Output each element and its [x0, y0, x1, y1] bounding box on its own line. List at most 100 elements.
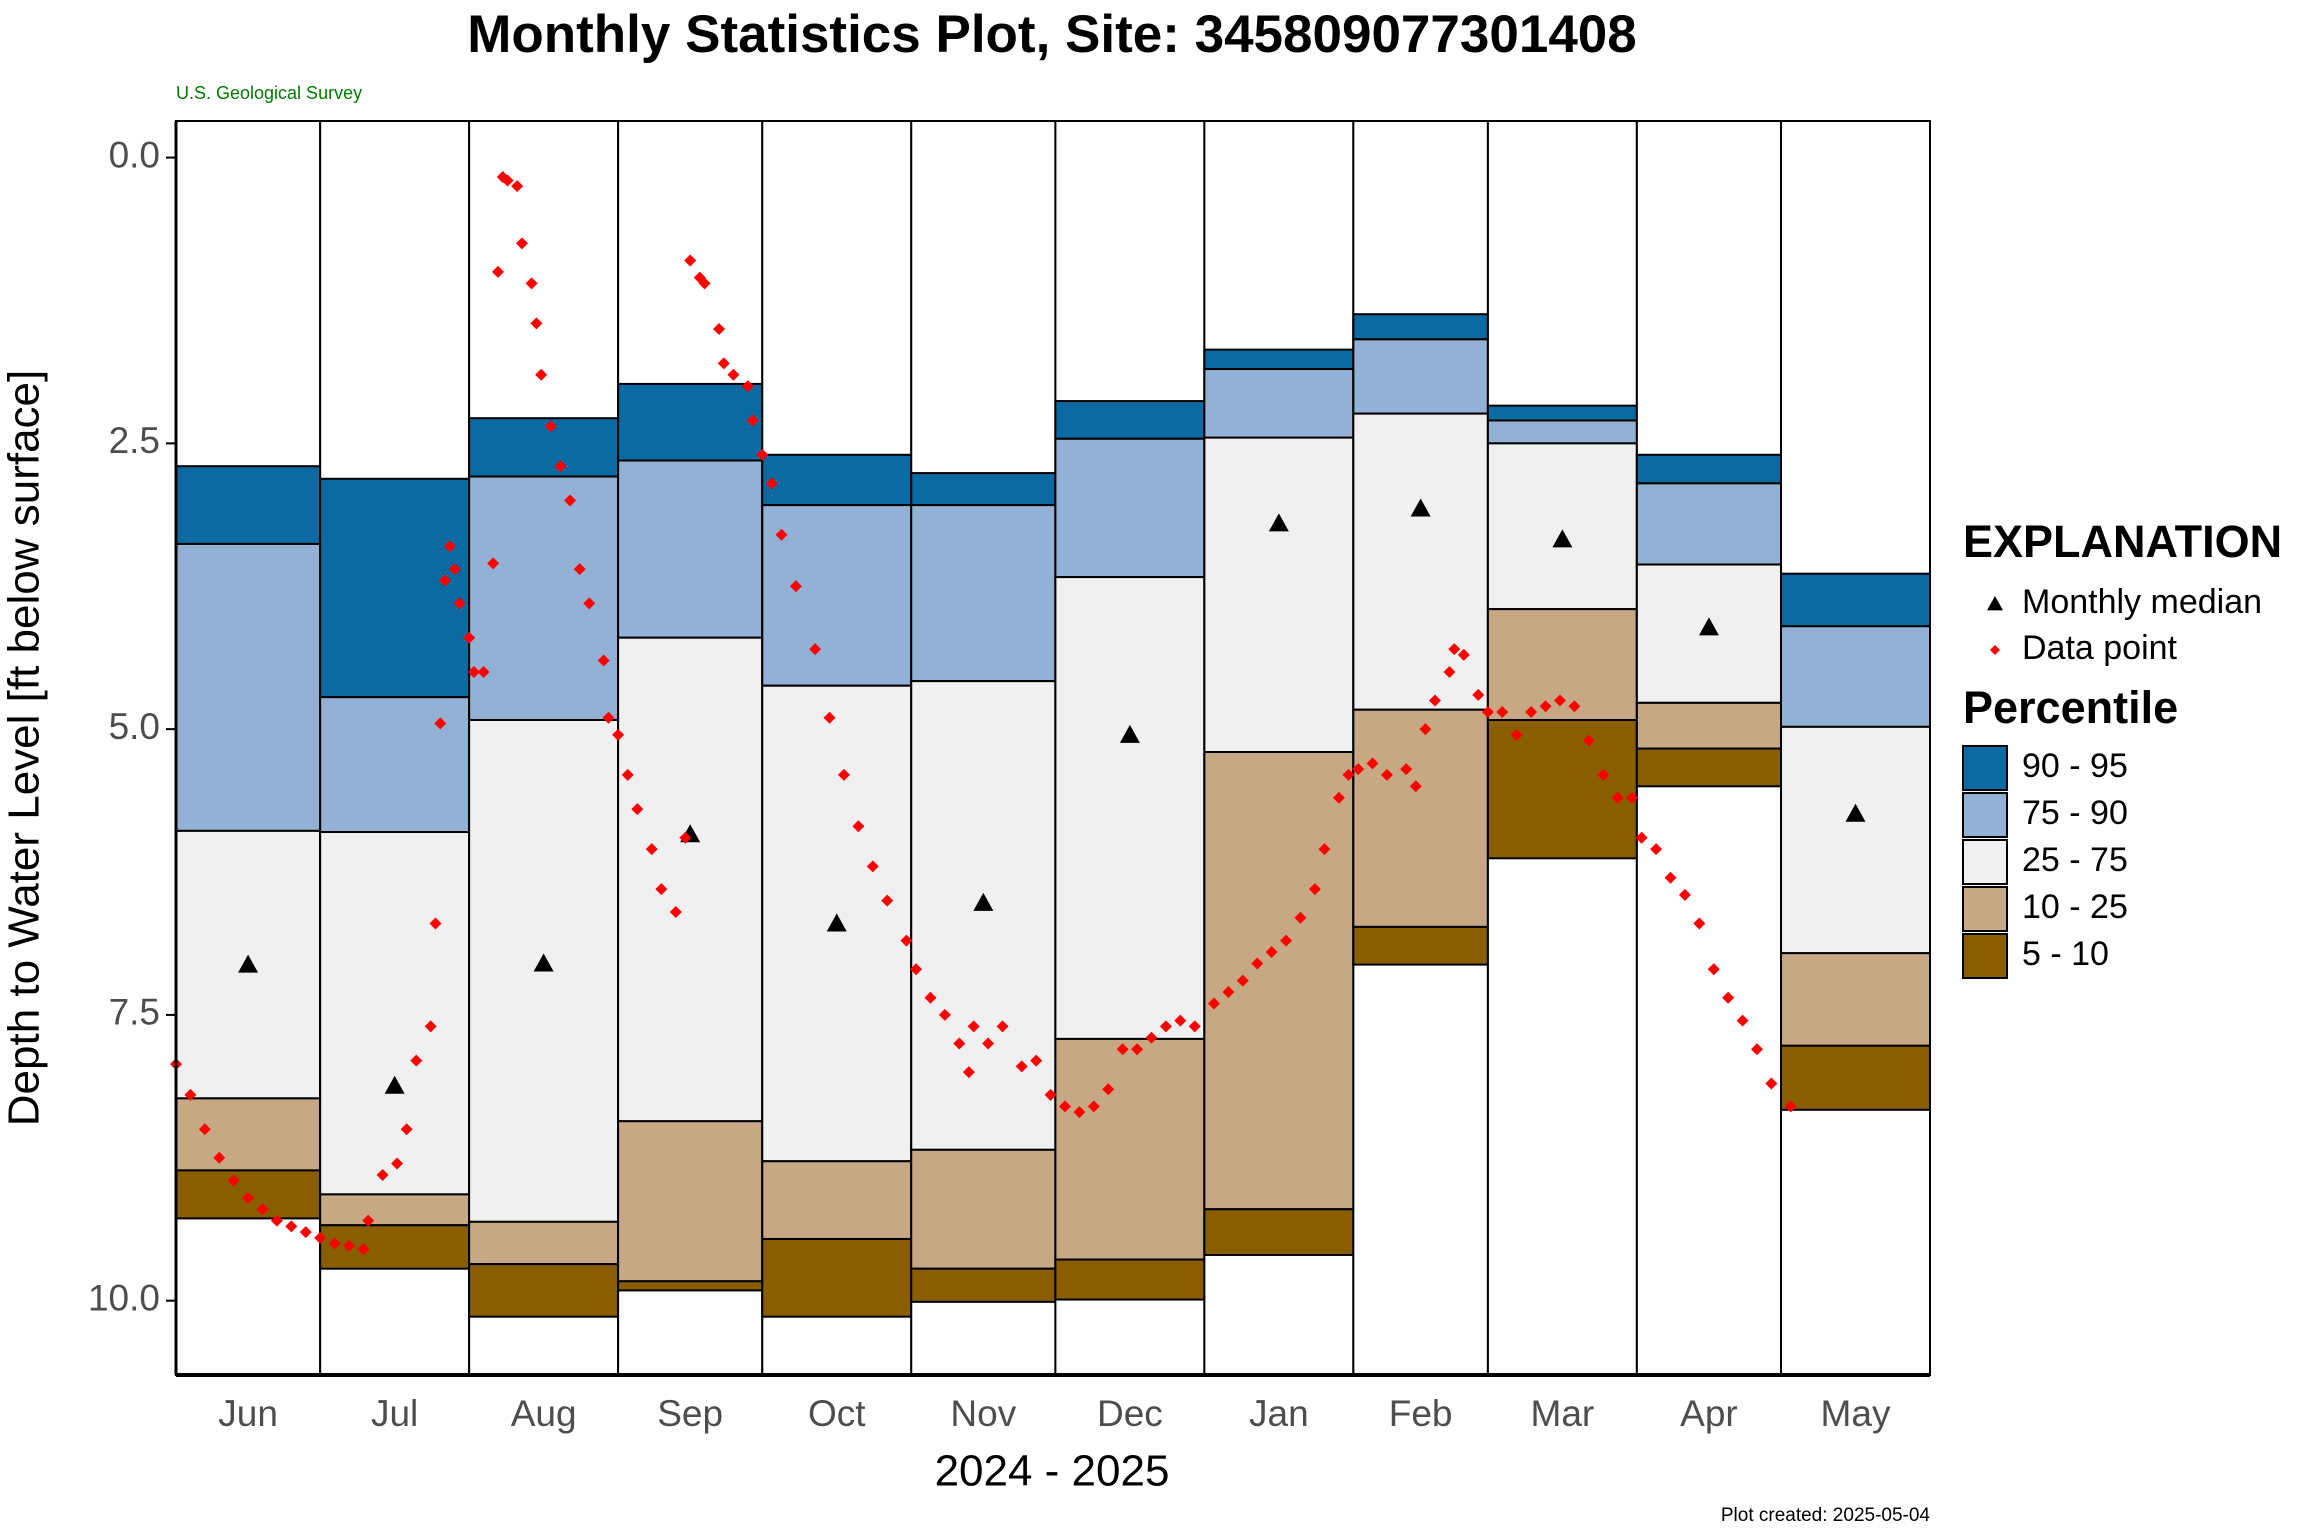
data-point — [525, 277, 538, 290]
data-point — [453, 597, 466, 610]
data-point — [1626, 791, 1639, 804]
data-point — [1073, 1106, 1086, 1119]
data-point — [881, 894, 894, 907]
data-point — [1784, 1100, 1797, 1113]
data-point — [962, 1066, 975, 1079]
percentile-band — [1486, 442, 1638, 611]
data-point — [1429, 694, 1442, 707]
median-marker — [1698, 617, 1719, 636]
data-point — [837, 768, 850, 781]
data-point — [852, 820, 865, 833]
percentile-band — [1635, 453, 1783, 485]
y-tick-label: 0.0 — [109, 134, 160, 175]
data-point — [391, 1157, 404, 1170]
legend-title: EXPLANATION — [1963, 516, 2282, 567]
data-point — [198, 1123, 211, 1136]
data-point — [631, 803, 644, 816]
percentile-band — [910, 1148, 1057, 1270]
percentile-band — [1352, 708, 1489, 928]
data-point — [1448, 643, 1461, 656]
data-point — [448, 563, 461, 576]
x-tick-label: Oct — [808, 1393, 866, 1434]
percentile-band — [1054, 400, 1206, 440]
percentile-band — [1054, 1037, 1206, 1261]
data-point — [953, 1037, 966, 1050]
data-point — [1496, 705, 1509, 718]
legend-label: Monthly median — [2022, 583, 2262, 621]
percentile-band — [617, 636, 764, 1123]
legend-label: 75 - 90 — [2022, 794, 2128, 832]
x-tick-label: Jul — [371, 1393, 418, 1434]
data-point — [823, 711, 836, 724]
percentile-band — [1203, 436, 1355, 754]
median-marker — [533, 953, 554, 972]
subtitle: U.S. Geological Survey — [176, 83, 362, 103]
data-point — [1457, 648, 1470, 661]
data-point — [342, 1239, 355, 1252]
data-point — [1736, 1014, 1749, 1027]
data-point — [727, 368, 740, 381]
data-point — [1251, 957, 1264, 970]
x-tick-label: Dec — [1097, 1393, 1163, 1434]
x-tick-label: Feb — [1389, 1393, 1453, 1434]
data-point — [1722, 991, 1735, 1004]
data-point — [463, 631, 476, 644]
x-tick-label: May — [1821, 1393, 1891, 1434]
data-point — [299, 1226, 312, 1239]
data-point — [1751, 1043, 1764, 1056]
percentile-band — [1352, 412, 1489, 711]
data-point — [1294, 911, 1307, 924]
data-point — [424, 1020, 437, 1033]
legend-swatch — [1962, 745, 2008, 791]
percentile-band — [468, 1263, 620, 1318]
data-point — [866, 860, 879, 873]
percentile-band — [617, 1120, 764, 1283]
y-tick-label: 7.5 — [109, 992, 160, 1033]
data-point — [1419, 723, 1432, 736]
data-point — [597, 654, 610, 667]
footer: Plot created: 2025-05-04 — [1721, 1505, 1931, 1526]
percentile-band — [319, 477, 471, 699]
data-point — [1409, 780, 1422, 793]
data-point — [756, 448, 769, 461]
legend-label: 90 - 95 — [2022, 747, 2128, 785]
legend-label: 10 - 25 — [2022, 888, 2128, 926]
data-point — [1650, 843, 1663, 856]
median-marker — [238, 954, 259, 973]
data-point — [746, 414, 759, 427]
data-point — [554, 460, 567, 473]
data-point — [602, 711, 615, 724]
median-marker — [826, 913, 847, 932]
data-point — [434, 717, 447, 730]
data-point — [684, 254, 697, 267]
data-point — [1481, 705, 1494, 718]
percentile-band — [1203, 368, 1355, 439]
data-point — [1678, 888, 1691, 901]
data-point — [1693, 917, 1706, 930]
percentile-band — [1780, 725, 1932, 955]
median-marker — [973, 892, 994, 911]
data-point — [1366, 757, 1379, 770]
percentile-band — [1054, 576, 1206, 1040]
data-point — [741, 380, 754, 393]
percentile-band — [910, 1267, 1057, 1303]
legend-label: Data point — [2022, 629, 2178, 667]
percentile-band — [1780, 625, 1932, 728]
data-point — [698, 277, 711, 290]
data-point — [1207, 997, 1220, 1010]
data-point — [583, 597, 596, 610]
percentile-band — [468, 475, 620, 721]
y-tick-label: 5.0 — [109, 706, 160, 747]
percentile-band — [910, 504, 1057, 683]
percentile-band — [1635, 482, 1783, 566]
median-marker — [1268, 513, 1289, 532]
data-point — [1145, 1031, 1158, 1044]
data-point — [328, 1237, 341, 1250]
data-point — [669, 906, 682, 919]
data-point — [530, 317, 543, 330]
data-point — [910, 963, 923, 976]
data-point — [679, 831, 692, 844]
data-point — [1318, 843, 1331, 856]
data-point — [1568, 700, 1581, 713]
x-tick-label: Aug — [511, 1393, 577, 1434]
